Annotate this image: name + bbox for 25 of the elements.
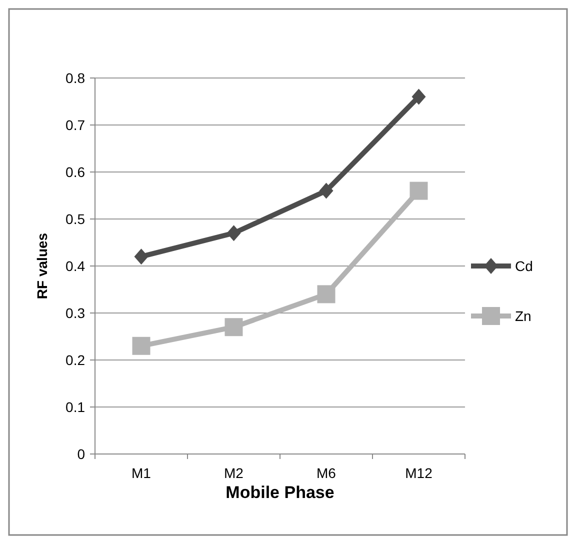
y-tick-label: 0.3 [66,304,86,321]
y-tick-label: 0.7 [66,116,86,133]
point [317,285,336,304]
x-tick-label: M12 [405,465,433,481]
point [226,225,241,242]
point [132,336,150,355]
y-tick-label: 0.5 [66,210,86,227]
legend-label: Cd [515,258,533,274]
y-axis-title: RF values [34,232,50,300]
point [224,318,243,336]
x-tick-label: M1 [132,465,152,481]
y-tick-label: 0.8 [66,70,86,86]
y-tick-label: 0.4 [66,258,86,274]
y-tick-label: 0.2 [66,352,86,368]
y-tick-label: 0.6 [66,164,86,180]
legend-label: Zn [515,308,532,324]
x-axis-title: Mobile Phase [226,483,334,502]
x-tick-label: M2 [224,465,244,481]
y-tick-label: 0 [77,446,86,462]
point [319,182,334,199]
point [412,88,426,105]
point [134,248,148,265]
x-tick-label: M6 [316,465,336,481]
point [410,182,428,200]
y-tick-label: 0.1 [66,398,86,415]
